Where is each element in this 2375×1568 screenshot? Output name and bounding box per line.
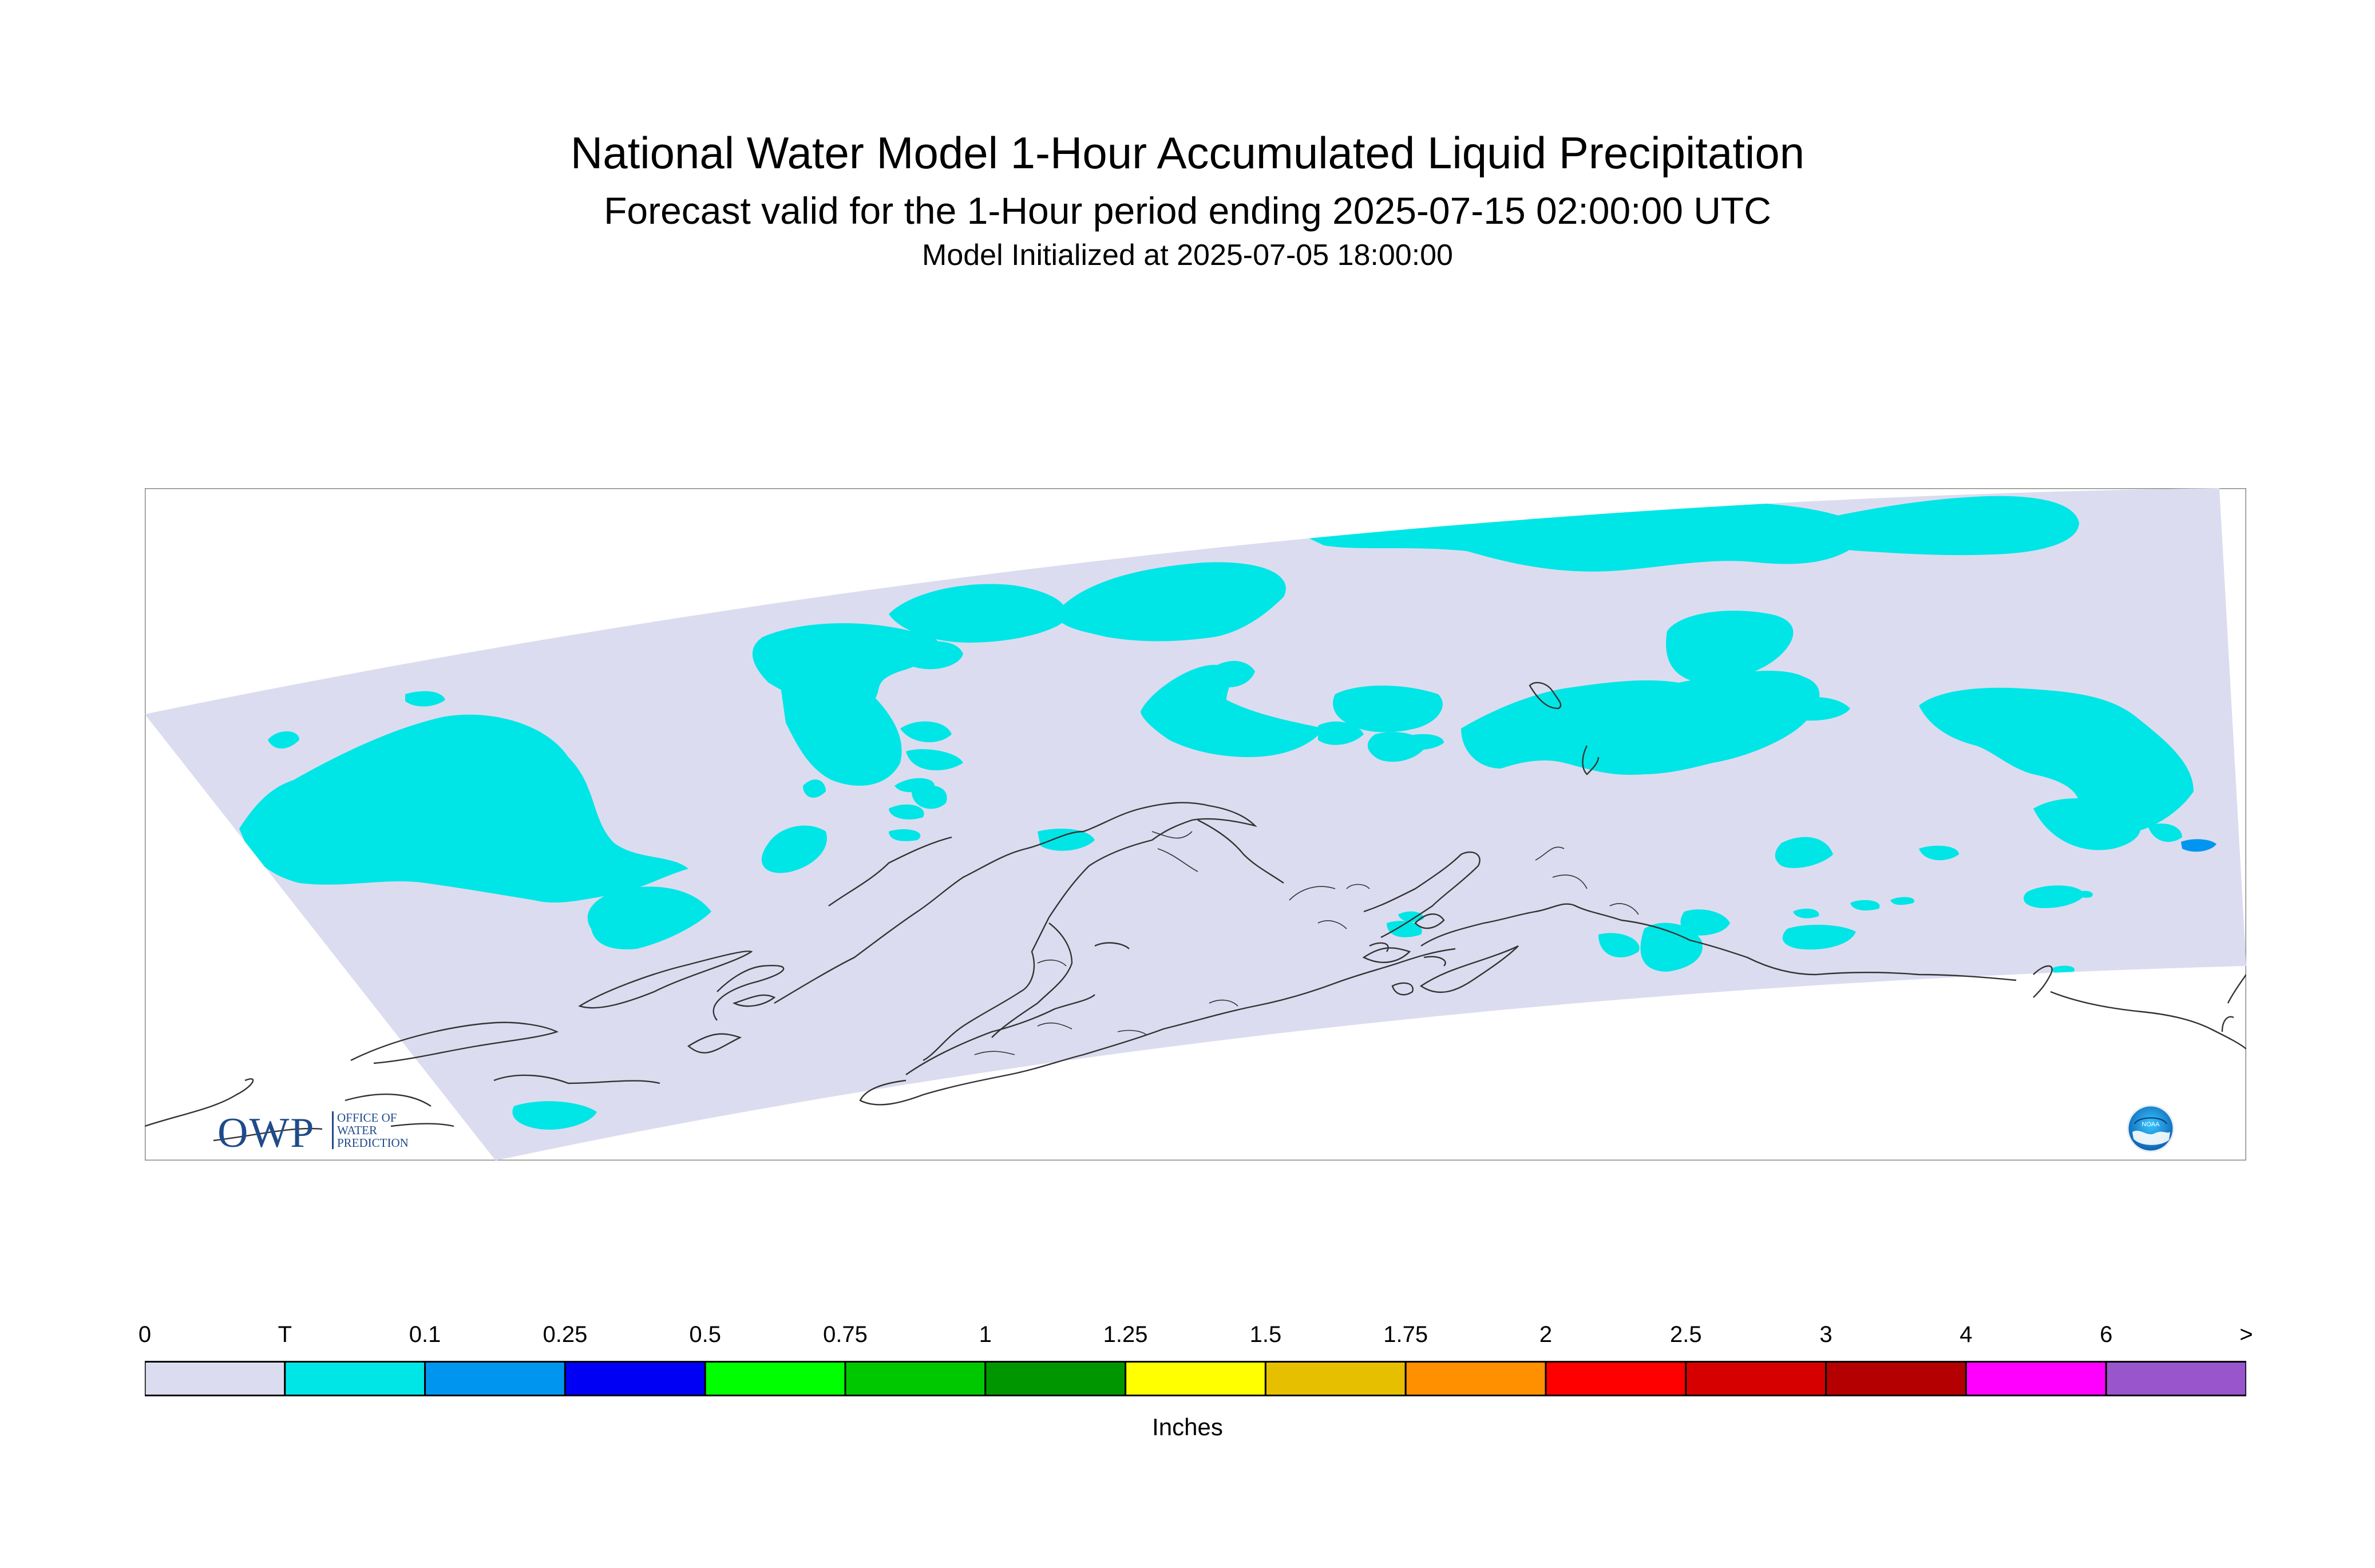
color-legend [145, 1361, 2246, 1396]
legend-tick-label: 0.25 [543, 1322, 588, 1347]
legend-tick-label: 1.75 [1383, 1322, 1428, 1347]
legend-tick-label: 1 [979, 1322, 992, 1347]
legend-swatch [145, 1361, 286, 1396]
legend-swatch [1825, 1361, 1967, 1396]
thin-coast-details [974, 831, 1639, 1055]
legend-tick-label: 0.75 [823, 1322, 868, 1347]
legend-swatch [1404, 1361, 1547, 1396]
legend-tick-label: 2.5 [1669, 1322, 1702, 1347]
legend-swatch [1685, 1361, 1827, 1396]
owp-logo-line: PREDICTION [337, 1136, 409, 1150]
legend-swatch [704, 1361, 846, 1396]
owp-logo-line: WATER [337, 1123, 377, 1137]
legend-swatch [984, 1361, 1127, 1396]
legend-tick-label: 4 [1960, 1322, 1973, 1347]
map-title: National Water Model 1-Hour Accumulated … [570, 128, 1805, 178]
legend-tick-label: 6 [2100, 1322, 2113, 1347]
legend-swatch [1545, 1361, 1687, 1396]
legend-swatch [1264, 1361, 1407, 1396]
legend-swatch [284, 1361, 426, 1396]
legend-tick-label: 2 [1539, 1322, 1553, 1347]
legend-swatch [1125, 1361, 1266, 1396]
precipitation-map [145, 488, 2246, 1161]
legend-swatch [1965, 1361, 2107, 1396]
owp-logo-text: OWP [217, 1110, 315, 1157]
legend-tick-label: 1.25 [1103, 1322, 1148, 1347]
legend-swatch [424, 1361, 566, 1396]
legend-swatch [564, 1361, 706, 1396]
legend-tick-label: 0.5 [689, 1322, 721, 1347]
owp-logo-subtext: OFFICE OF WATER PREDICTION [332, 1111, 457, 1149]
forecast-valid-subtitle: Forecast valid for the 1-Hour period end… [604, 189, 1771, 232]
legend-swatch [2105, 1361, 2246, 1396]
legend-tick-label: 0 [138, 1322, 152, 1347]
owp-logo-line: OFFICE OF [337, 1111, 397, 1124]
legend-tick-label: 3 [1819, 1322, 1832, 1347]
legend-tick-label: 1.5 [1249, 1322, 1282, 1347]
precipitation-areas [239, 496, 2216, 1130]
coastlines [145, 682, 2246, 1142]
noaa-logo: NOAA [2127, 1104, 2175, 1153]
legend-swatch [844, 1361, 987, 1396]
legend-tick-label: 0.1 [409, 1322, 441, 1347]
noaa-logo-text: NOAA [2142, 1121, 2160, 1128]
legend-tick-label: > [2239, 1322, 2253, 1347]
legend-tick-label: T [278, 1322, 292, 1347]
model-init-text: Model Initialized at 2025-07-05 18:00:00 [922, 239, 1453, 272]
legend-units: Inches [1152, 1413, 1223, 1440]
